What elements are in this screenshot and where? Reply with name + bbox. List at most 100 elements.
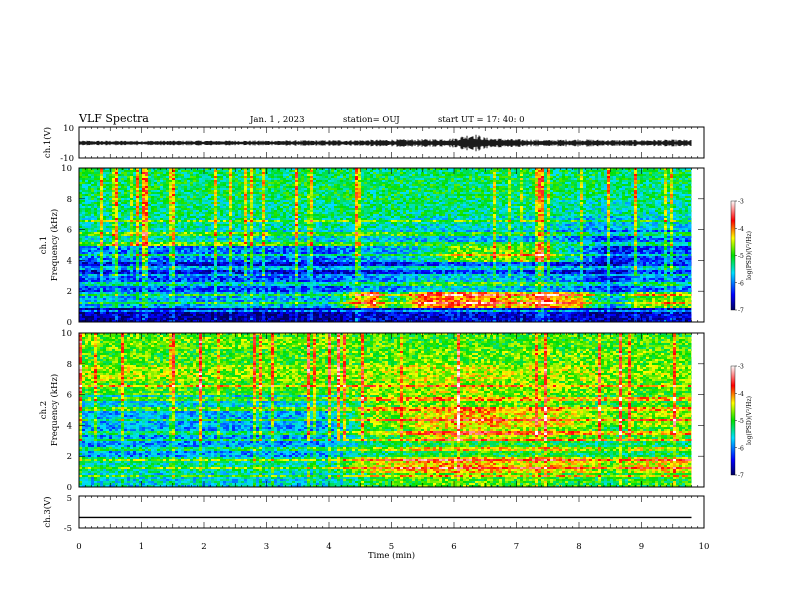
ch1-spec-cell	[133, 202, 136, 204]
ch1-spec-cell	[241, 192, 244, 194]
ch1-spec-cell	[133, 196, 136, 198]
ch1-spec-cell	[223, 264, 226, 266]
ch1-spec-cell	[88, 308, 91, 310]
ch1-spec-cell	[235, 312, 238, 314]
ch1-spec-cell	[256, 316, 259, 318]
ch1-spec-cell	[238, 230, 241, 232]
ch1-spec-cell	[130, 276, 133, 278]
ch1-spec-cell	[178, 188, 181, 190]
ch1-spec-cell	[217, 188, 220, 190]
ch1-spec-cell	[217, 244, 220, 246]
ch1-spec-cell	[184, 172, 187, 174]
ch1-spec-cell	[127, 216, 130, 218]
ch1-spec-cell	[256, 246, 259, 248]
ch1-spec-cell	[133, 222, 136, 224]
ch1-spec-cell	[82, 256, 85, 258]
ch1-spec-cell	[211, 314, 214, 316]
ch1-spec-cell	[118, 266, 121, 268]
ch1-spec-cell	[163, 194, 166, 196]
ch1-spec-cell	[223, 278, 226, 280]
ch1-spec-cell	[91, 228, 94, 230]
ch1-spec-cell	[238, 290, 241, 292]
ch1-spec-cell	[166, 284, 169, 286]
ch1-spec-cell	[235, 200, 238, 202]
ch1-spec-cell	[232, 260, 235, 262]
ch1-spec-cell	[199, 310, 202, 312]
ch1-spec-cell	[232, 190, 235, 192]
ch1-spec-cell	[184, 274, 187, 276]
ch1-spec-cell	[187, 260, 190, 262]
ch1-spec-cell	[130, 246, 133, 248]
ch1-spec-cell	[247, 224, 250, 226]
ch1-spec-cell	[157, 178, 160, 180]
ch1-spec-cell	[250, 310, 253, 312]
ch1-spec-cell	[100, 306, 103, 308]
ch1-spec-cell	[244, 210, 247, 212]
ch1-spec-cell	[247, 248, 250, 250]
ch1-spec-cell	[124, 210, 127, 212]
ch1-spec-cell	[109, 200, 112, 202]
ch1-spec-cell	[187, 294, 190, 296]
ch1-spec-cell	[118, 242, 121, 244]
ch1-spec-cell	[181, 190, 184, 192]
ch1-spec-cell	[247, 274, 250, 276]
ch1-spec-cell	[205, 306, 208, 308]
ch1-spec-cell	[103, 314, 106, 316]
ch1-spec-cell	[247, 210, 250, 212]
ch1-spec-cell	[232, 232, 235, 234]
ch1-spec-cell	[205, 312, 208, 314]
ch1-spec-cell	[121, 214, 124, 216]
ch1-spec-cell	[106, 212, 109, 214]
ch1-spec-cell	[82, 320, 85, 322]
ch1-spec-cell	[196, 268, 199, 270]
ch1-spec-cell	[154, 170, 157, 172]
ch1-spec-cell	[208, 250, 211, 252]
ch1-spec-cell	[199, 224, 202, 226]
ch1-spec-cell	[241, 174, 244, 176]
ch1-spec-cell	[82, 248, 85, 250]
ch1-spec-cell	[226, 268, 229, 270]
ch1-spec-cell	[106, 246, 109, 248]
ch1-spec-cell	[205, 194, 208, 196]
ch1-spec-cell	[211, 248, 214, 250]
ch1-spec-cell	[112, 214, 115, 216]
ch1-spec-cell	[214, 204, 217, 206]
ch1-spec-cell	[235, 214, 238, 216]
ch1-spec-cell	[169, 232, 172, 234]
ch1-spec-cell	[118, 312, 121, 314]
ch1-spec-cell	[193, 216, 196, 218]
ch1-spec-cell	[235, 244, 238, 246]
ch1-spec-cell	[205, 258, 208, 260]
ch1-spec-cell	[79, 210, 82, 212]
ch1-spec-cell	[109, 294, 112, 296]
ch1-spec-cell	[250, 168, 253, 170]
ch1-spec-cell	[244, 174, 247, 176]
ch1-spec-cell	[157, 192, 160, 194]
ch1-spec-cell	[232, 292, 235, 294]
ch1-spec-cell	[235, 188, 238, 190]
ch1-spec-cell	[103, 174, 106, 176]
ch1-spec-cell	[160, 220, 163, 222]
ch1-spec-cell	[199, 270, 202, 272]
ch1-spec-cell	[244, 180, 247, 182]
ch1-spec-cell	[145, 170, 148, 172]
ch1-spec-cell	[220, 246, 223, 248]
ch1-spec-cell	[196, 248, 199, 250]
ch1-spec-cell	[151, 300, 154, 302]
ch1-spec-cell	[229, 176, 232, 178]
ch1-spec-cell	[199, 248, 202, 250]
ch1-spec-cell	[163, 284, 166, 286]
ch1-spec-cell	[244, 204, 247, 206]
ch1-spec-cell	[229, 240, 232, 242]
ch1-spec-cell	[112, 318, 115, 320]
ch1-spec-cell	[214, 192, 217, 194]
ch1-spec-cell	[238, 300, 241, 302]
ch1-spec-cell	[178, 308, 181, 310]
ch1-spec-cell	[88, 286, 91, 288]
ch1-spec-cell	[232, 222, 235, 224]
ch1-spec-cell	[148, 270, 151, 272]
ch1-spec-cell	[193, 300, 196, 302]
ch1-spec-cell	[154, 180, 157, 182]
ch1-spec-cell	[250, 302, 253, 304]
ch1-spec-cell	[235, 218, 238, 220]
